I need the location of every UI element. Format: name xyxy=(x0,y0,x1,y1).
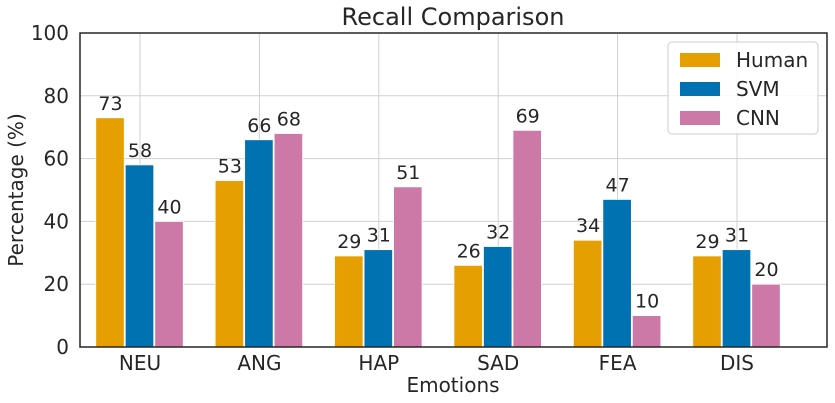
bar-value-label: 31 xyxy=(367,225,391,247)
bar-value-label: 34 xyxy=(576,215,600,237)
bars xyxy=(95,117,781,348)
bar-svm-neu xyxy=(124,164,155,348)
bar-value-label: 53 xyxy=(218,156,242,178)
x-tick-label: HAP xyxy=(358,351,399,375)
bar-value-label: 10 xyxy=(635,291,659,313)
bar-value-label: 47 xyxy=(606,174,630,196)
bar-cnn-sad xyxy=(512,129,542,348)
legend-label-cnn: CNN xyxy=(736,106,780,130)
bar-cnn-fea xyxy=(631,315,662,348)
y-axis-label: Percentage (%) xyxy=(4,113,28,266)
y-tick-label: 20 xyxy=(44,272,69,296)
bar-cnn-neu xyxy=(154,220,184,348)
bar-svm-fea xyxy=(602,199,632,348)
x-tick-label: FEA xyxy=(599,351,637,375)
bar-svm-sad xyxy=(483,246,513,348)
chart-title: Recall Comparison xyxy=(342,3,565,31)
legend: Human SVM CNN xyxy=(667,41,819,135)
x-tick-label: DIS xyxy=(720,351,754,375)
y-axis-ticks: 0 20 40 60 80 100 xyxy=(31,21,69,359)
bar-value-label: 29 xyxy=(695,231,719,253)
plot-frame xyxy=(79,32,828,348)
bar-value-label: 31 xyxy=(725,225,749,247)
bar-human-ang xyxy=(214,180,245,348)
x-axis-ticks: NEU ANG HAP SAD FEA DIS xyxy=(119,351,754,375)
y-tick-label: 80 xyxy=(44,84,69,108)
legend-swatch-human xyxy=(680,53,720,67)
bar-value-label: 32 xyxy=(486,222,510,244)
y-tick-label: 100 xyxy=(31,21,69,45)
bar-value-label: 73 xyxy=(98,93,122,115)
legend-label-human: Human xyxy=(736,48,808,72)
bar-value-label: 68 xyxy=(277,108,301,130)
y-tick-label: 60 xyxy=(44,147,69,171)
bar-value-label: 20 xyxy=(754,259,778,281)
x-tick-label: ANG xyxy=(237,351,281,375)
bar-svm-dis xyxy=(721,249,752,348)
bar-human-neu xyxy=(95,117,125,348)
y-tick-label: 0 xyxy=(56,335,69,359)
bar-value-label: 40 xyxy=(157,196,181,218)
bar-value-label: 58 xyxy=(128,140,152,162)
legend-label-svm: SVM xyxy=(736,77,780,101)
bar-human-dis xyxy=(692,255,722,348)
bar-value-labels: 73 53 29 26 34 29 58 66 31 32 47 31 40 68 51 69 10 20 xyxy=(98,93,778,313)
bar-human-fea xyxy=(572,239,603,348)
bar-value-label: 51 xyxy=(396,162,420,184)
bar-cnn-dis xyxy=(751,283,781,348)
bar-human-hap xyxy=(334,255,364,348)
bar-value-label: 66 xyxy=(247,115,271,137)
bar-value-label: 29 xyxy=(337,231,361,253)
bar-svm-ang xyxy=(244,139,274,348)
bar-cnn-hap xyxy=(393,186,423,348)
legend-swatch-svm xyxy=(680,82,720,96)
x-axis-label: Emotions xyxy=(406,373,499,397)
bar-cnn-ang xyxy=(273,133,304,348)
x-tick-label: NEU xyxy=(119,351,161,375)
bar-human-sad xyxy=(453,264,483,348)
bar-value-label: 26 xyxy=(457,240,481,262)
bar-svm-hap xyxy=(363,249,393,348)
y-tick-label: 40 xyxy=(44,209,69,233)
legend-swatch-cnn xyxy=(680,111,720,125)
bar-value-label: 69 xyxy=(516,105,540,127)
x-tick-label: SAD xyxy=(477,351,519,375)
